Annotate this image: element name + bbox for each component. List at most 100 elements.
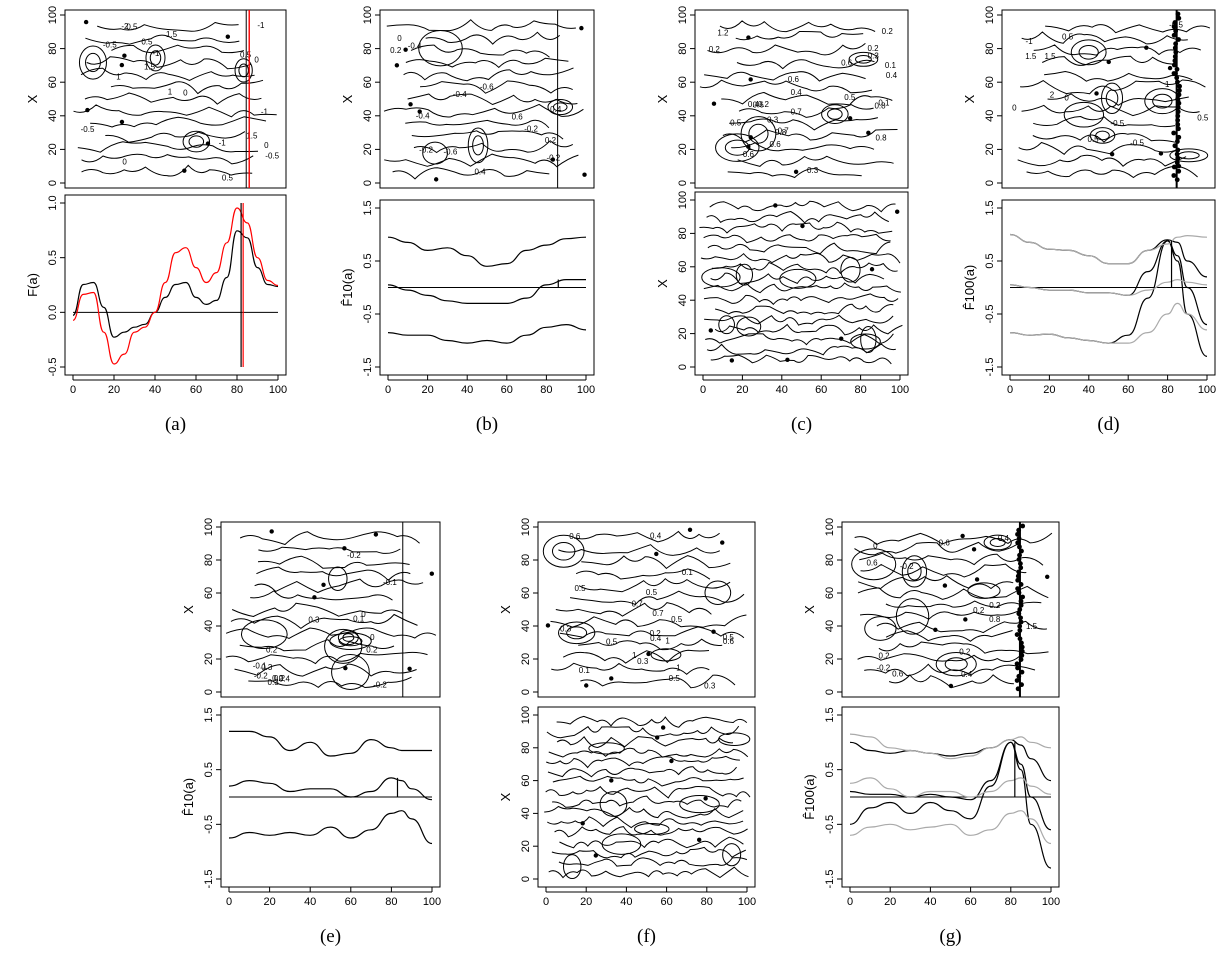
contour-line (738, 104, 874, 118)
contour-line (84, 92, 262, 105)
design-point (974, 577, 980, 582)
contour-line (403, 67, 574, 82)
ytick-label: 0 (984, 180, 996, 186)
xtick-label: 100 (577, 384, 595, 396)
xtick-label: 100 (738, 896, 756, 908)
design-point (800, 223, 805, 229)
design-point (1176, 168, 1182, 174)
contour-line (699, 221, 893, 234)
contour-label: -0.2 (524, 124, 538, 133)
xtick-label: 60 (501, 384, 513, 396)
design-point (1017, 636, 1023, 642)
design-point (654, 735, 660, 740)
contour-ring (467, 127, 489, 164)
design-point (1174, 75, 1180, 81)
contour-label: 0.2 (973, 606, 985, 615)
contour-ring (324, 628, 363, 664)
design-point (407, 666, 412, 672)
contour-ring (851, 548, 897, 581)
contour-line (736, 59, 875, 70)
contour-label: 0.2 (272, 674, 284, 683)
contour-ring (650, 648, 682, 662)
design-point (1017, 607, 1023, 612)
contour-line (719, 20, 876, 33)
design-point (1016, 569, 1022, 575)
design-point (1176, 126, 1181, 132)
contour-ring (1095, 130, 1110, 141)
series-line (1009, 233, 1208, 265)
contour-line (715, 303, 894, 315)
contour-ring (855, 54, 872, 64)
ytick-label: 100 (47, 6, 59, 24)
contour-ring (1089, 127, 1116, 144)
contour-label: 0.4 (961, 670, 973, 679)
ytick-label: 1.5 (203, 707, 215, 722)
contour-line (575, 530, 720, 543)
contour-line (569, 590, 745, 606)
contour-line (546, 816, 744, 829)
contour-label: 0.3 (868, 51, 880, 60)
contour-ring (551, 541, 576, 561)
xtick-label: 80 (385, 896, 397, 908)
contour-label: 0.8 (989, 615, 1001, 624)
series-line (1009, 240, 1208, 326)
ytick-label: 40 (677, 110, 689, 122)
xtick-label: 40 (924, 896, 936, 908)
series-line (1009, 302, 1208, 344)
design-point (593, 853, 599, 858)
contour-line (706, 210, 889, 224)
ytick-label: -1.5 (362, 358, 374, 377)
design-point (1019, 548, 1024, 554)
ytick-label: 1.5 (362, 200, 374, 215)
ytick-label: 100 (677, 191, 689, 209)
contour-label: 0.2 (879, 652, 891, 661)
contour-label: 0.6 (569, 532, 581, 541)
bottom-plot-frame (220, 706, 441, 888)
contour-line (709, 200, 896, 213)
design-point (660, 725, 666, 730)
design-point (963, 617, 968, 622)
contour-line (384, 153, 579, 168)
contour-label: -0.5 (265, 151, 279, 160)
xtick-label: 40 (776, 384, 788, 396)
bottom-ylabel: X (498, 792, 513, 801)
design-point (729, 358, 735, 363)
design-point (696, 837, 702, 843)
contour-ring (85, 52, 101, 73)
contour-label: 0.6 (939, 538, 951, 547)
contour-ring (599, 791, 628, 817)
contour-label: 0.2 (390, 46, 402, 55)
series-line (1009, 240, 1208, 357)
contour-label: 0.2 (959, 647, 971, 656)
contour-ring (718, 732, 751, 746)
contour-line (225, 627, 437, 639)
contour-ring (701, 267, 741, 288)
ytick-label: 80 (47, 42, 59, 54)
contour-label: 0.2 (274, 674, 286, 683)
design-point (1172, 45, 1178, 51)
contour-label: 0.6 (788, 75, 800, 84)
ytick-label: 20 (520, 653, 532, 665)
ytick-label: 80 (520, 554, 532, 566)
contour-plot-frame (220, 521, 441, 698)
contour-ring (901, 555, 928, 588)
ytick-label: 60 (47, 76, 59, 88)
contour-label: 0.2 (366, 646, 378, 655)
panels-root: 1.5-0.5-100.511.50-20.5-1-0.51.5-0.50.5-… (25, 6, 1216, 947)
contour-line (405, 119, 550, 129)
bottom-ylabel: F̂100(a) (962, 265, 977, 311)
design-point (866, 130, 871, 136)
contour-line (411, 130, 564, 140)
contour-line (230, 613, 418, 630)
contour-label: 2 (1050, 91, 1055, 100)
contour-ring (944, 657, 968, 672)
design-point (839, 336, 844, 341)
contour-line (854, 541, 1021, 556)
contour-plot-frame (841, 521, 1060, 698)
contour-ring (821, 104, 849, 125)
design-point (1018, 619, 1024, 625)
contour-label: 0.1 (353, 614, 365, 623)
design-point (609, 778, 614, 783)
design-point (1018, 602, 1024, 608)
contour-ring (989, 537, 1006, 548)
